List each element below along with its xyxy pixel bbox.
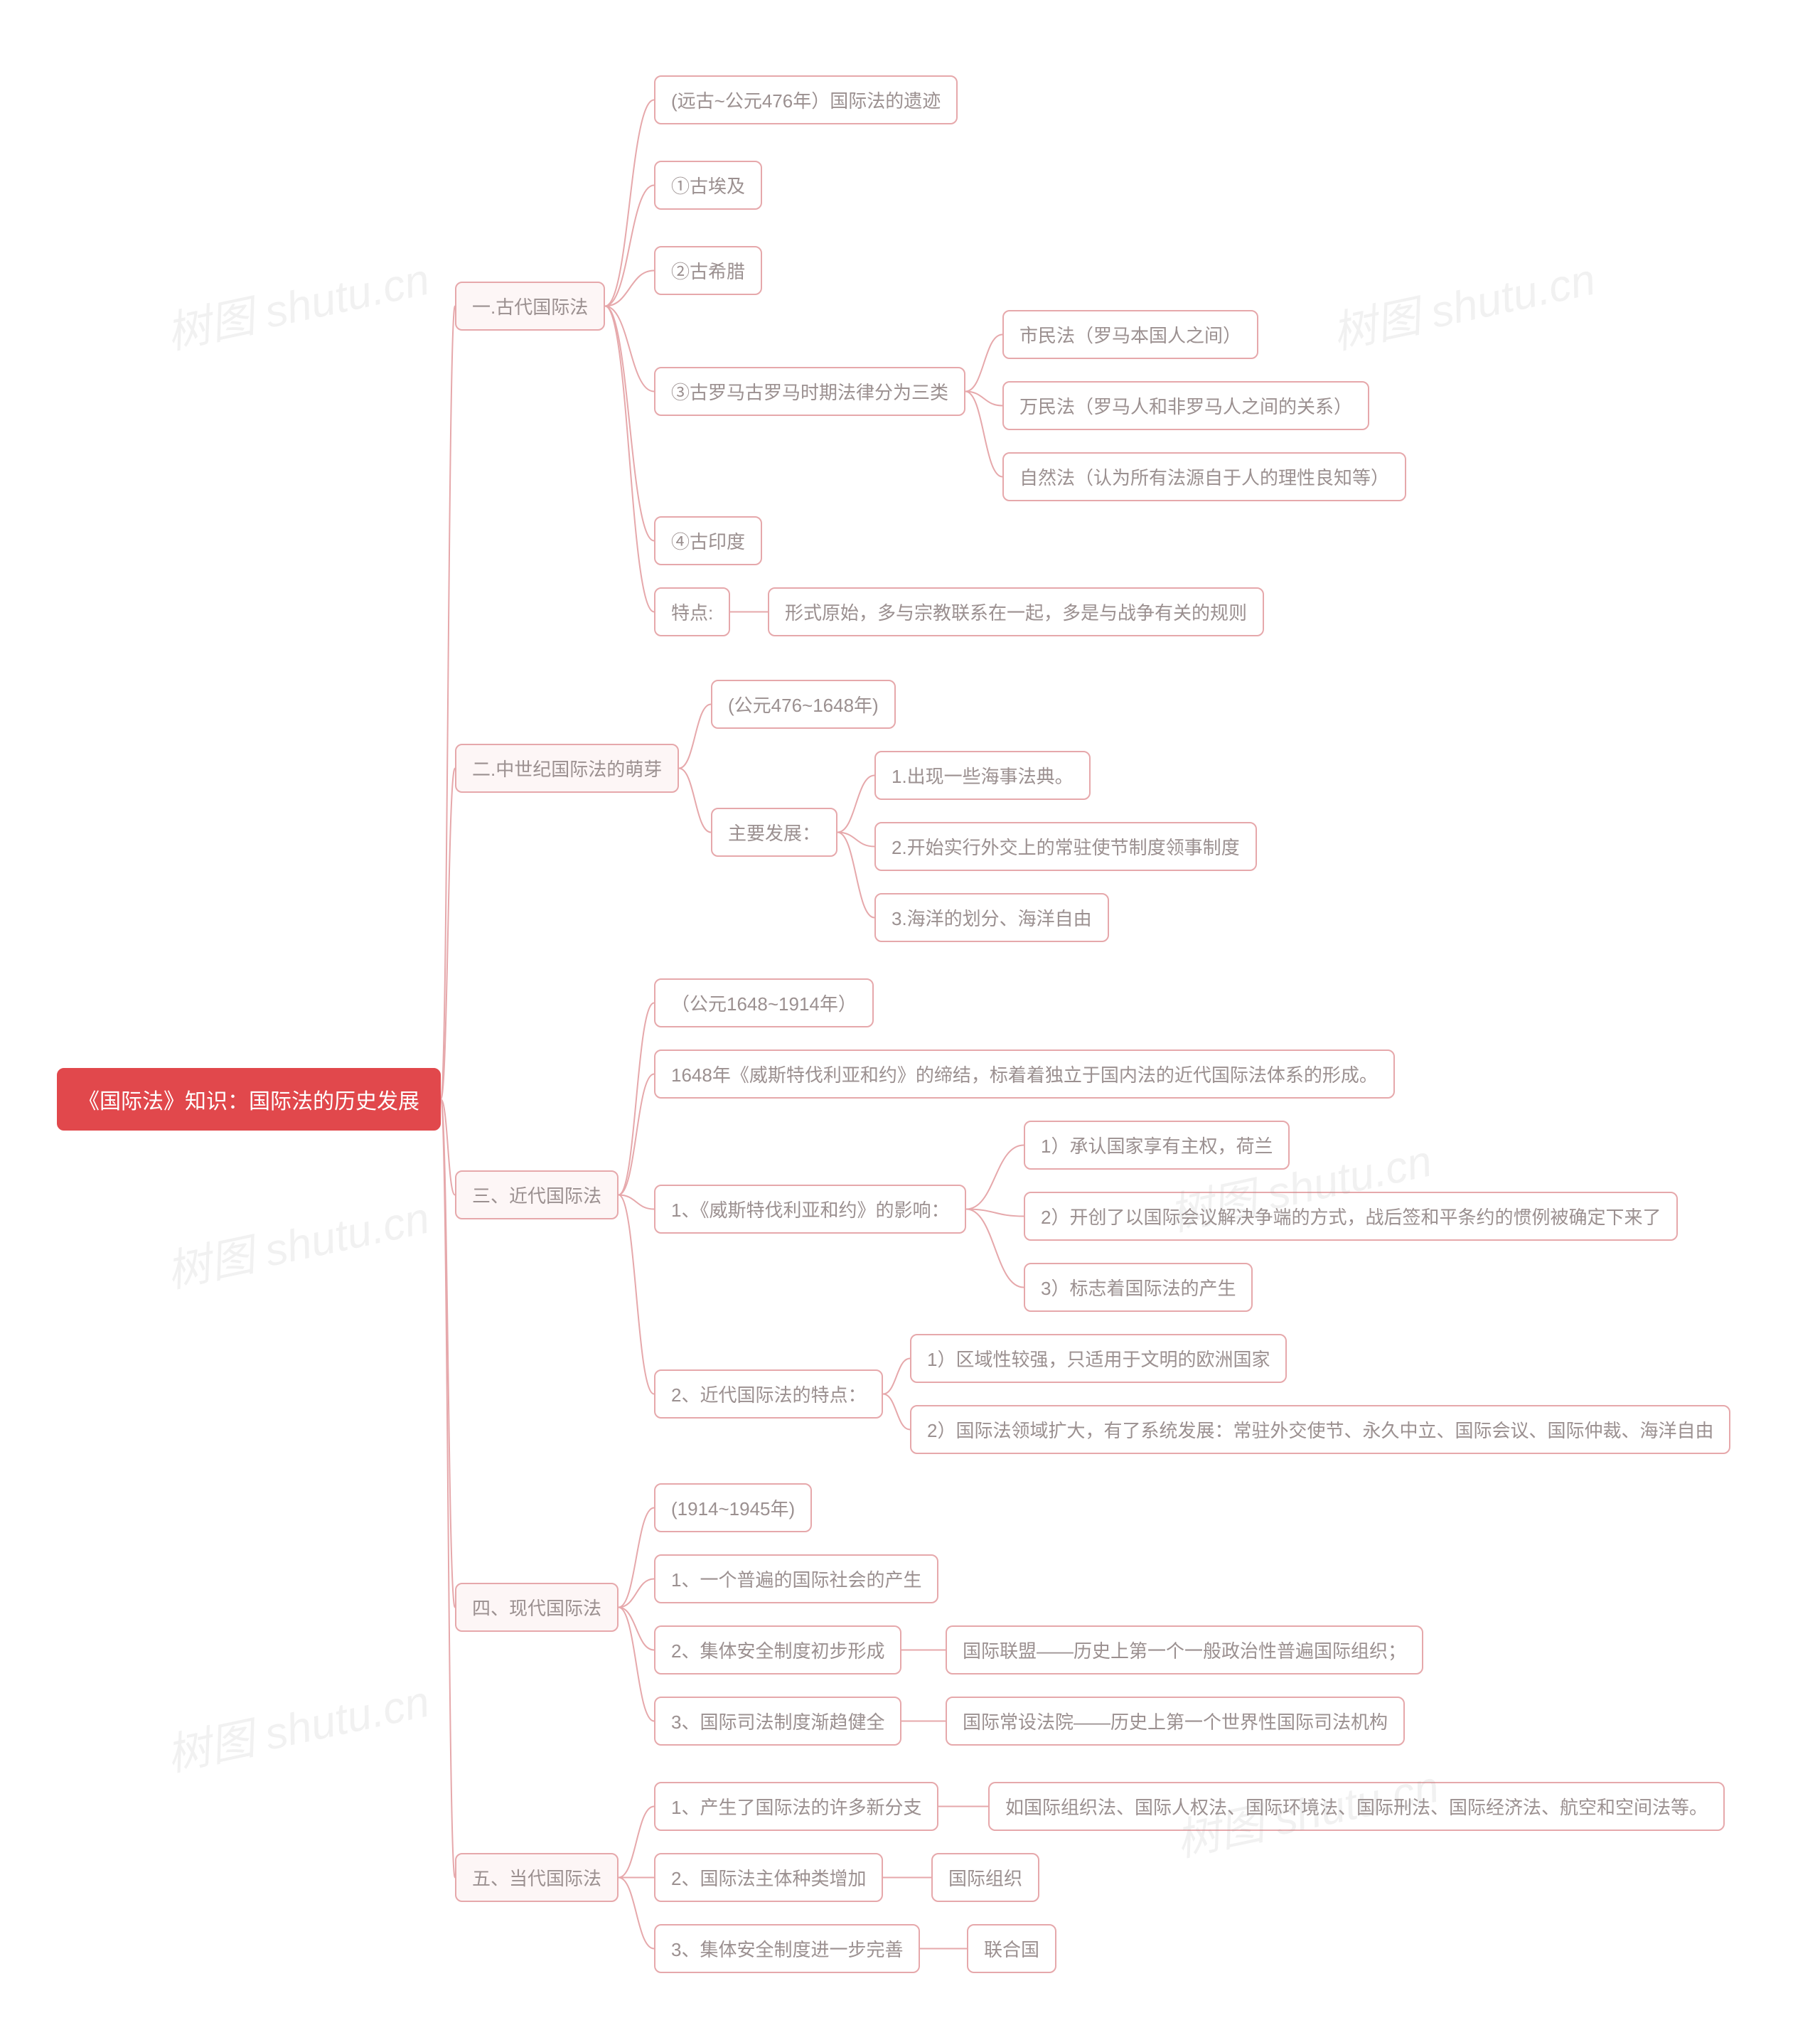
mindmap-node[interactable]: 1）承认国家享有主权，荷兰 xyxy=(1024,1121,1290,1170)
mindmap-node[interactable]: 2）国际法领域扩大，有了系统发展：常驻外交使节、永久中立、国际会议、国际仲裁、海… xyxy=(910,1405,1730,1454)
mindmap-node[interactable]: 联合国 xyxy=(967,1924,1056,1973)
mindmap-node[interactable]: 3、国际司法制度渐趋健全 xyxy=(654,1697,901,1746)
mindmap-node[interactable]: 三、近代国际法 xyxy=(455,1170,619,1219)
mindmap-node[interactable]: 3.海洋的划分、海洋自由 xyxy=(874,893,1109,942)
mindmap-link xyxy=(966,1145,1024,1209)
mindmap-node[interactable]: 特点: xyxy=(654,587,730,636)
mindmap-node[interactable]: （公元1648~1914年） xyxy=(654,978,874,1027)
mindmap-link xyxy=(679,705,711,769)
mindmap-node[interactable]: 1、一个普遍的国际社会的产生 xyxy=(654,1554,938,1603)
mindmap-node[interactable]: 1）区域性较强，只适用于文明的欧洲国家 xyxy=(910,1334,1287,1383)
mindmap-node[interactable]: ③古罗马古罗马时期法律分为三类 xyxy=(654,367,965,416)
mindmap-link xyxy=(619,1074,654,1195)
mindmap-link xyxy=(837,776,874,833)
mindmap-link xyxy=(965,392,1002,406)
mindmap-node[interactable]: (1914~1945年) xyxy=(654,1483,812,1532)
mindmap-link xyxy=(883,1359,910,1394)
mindmap-link xyxy=(605,306,654,392)
mindmap-node[interactable]: 形式原始，多与宗教联系在一起，多是与战争有关的规则 xyxy=(768,587,1264,636)
watermark: 树图 shutu.cn xyxy=(160,1665,434,1783)
mindmap-node[interactable]: (远古~公元476年）国际法的遗迹 xyxy=(654,75,958,124)
mindmap-link xyxy=(605,100,654,306)
mindmap-node[interactable]: 四、现代国际法 xyxy=(455,1583,619,1632)
mindmap-node[interactable]: 1、《威斯特伐利亚和约》的影响： xyxy=(654,1185,966,1234)
mindmap-link xyxy=(441,769,455,1100)
mindmap-node[interactable]: 五、当代国际法 xyxy=(455,1853,619,1902)
mindmap-node[interactable]: ②古希腊 xyxy=(654,246,762,295)
mindmap-link xyxy=(619,1508,654,1608)
mindmap-node[interactable]: 国际组织 xyxy=(931,1853,1039,1902)
mindmap-node[interactable]: 国际常设法院——历史上第一个世界性国际司法机构 xyxy=(946,1697,1405,1746)
mindmap-node[interactable]: 2、集体安全制度初步形成 xyxy=(654,1625,901,1675)
mindmap-link xyxy=(837,833,874,918)
mindmap-link xyxy=(965,335,1002,392)
mindmap-node[interactable]: ①古埃及 xyxy=(654,161,762,210)
mindmap-node[interactable]: 1.出现一些海事法典。 xyxy=(874,751,1091,800)
mindmap-node[interactable]: 如国际组织法、国际人权法、国际环境法、国际刑法、国际经济法、航空和空间法等。 xyxy=(988,1782,1725,1831)
mindmap-link xyxy=(619,1579,654,1608)
mindmap-link xyxy=(679,769,711,833)
mindmap-link xyxy=(605,306,654,541)
mindmap-node[interactable]: 主要发展： xyxy=(711,808,837,857)
link-layer xyxy=(0,0,1820,2035)
mindmap-link xyxy=(619,1608,654,1650)
mindmap-link xyxy=(619,1878,654,1949)
mindmap-node[interactable]: 2、国际法主体种类增加 xyxy=(654,1853,883,1902)
mindmap-node[interactable]: 1、产生了国际法的许多新分支 xyxy=(654,1782,938,1831)
mindmap-node[interactable]: ④古印度 xyxy=(654,516,762,565)
mindmap-link xyxy=(837,833,874,847)
mindmap-node[interactable]: 1648年《威斯特伐利亚和约》的缔结，标着着独立于国内法的近代国际法体系的形成。 xyxy=(654,1049,1395,1099)
mindmap-node[interactable]: 《国际法》知识：国际法的历史发展 xyxy=(57,1068,441,1131)
mindmap-link xyxy=(605,186,654,306)
mindmap-node[interactable]: 国际联盟——历史上第一个一般政治性普遍国际组织； xyxy=(946,1625,1423,1675)
mindmap-link xyxy=(441,306,455,1100)
mindmap-node[interactable]: (公元476~1648年) xyxy=(711,680,896,729)
mindmap-node[interactable]: 3、集体安全制度进一步完善 xyxy=(654,1924,920,1973)
mindmap-link xyxy=(966,1209,1024,1217)
mindmap-node[interactable]: 2）开创了以国际会议解决争端的方式，战后签和平条约的惯例被确定下来了 xyxy=(1024,1192,1678,1241)
mindmap-node[interactable]: 自然法（认为所有法源自于人的理性良知等） xyxy=(1002,452,1406,501)
mindmap-node[interactable]: 2.开始实行外交上的常驻使节制度领事制度 xyxy=(874,822,1257,871)
mindmap-link xyxy=(619,1195,654,1394)
mindmap-canvas: 《国际法》知识：国际法的历史发展 一.古代国际法 (远古~公元476年）国际法的遗迹… xyxy=(0,0,1820,2035)
mindmap-node[interactable]: 万民法（罗马人和非罗马人之间的关系） xyxy=(1002,381,1369,430)
mindmap-link xyxy=(966,1209,1024,1288)
mindmap-link xyxy=(605,306,654,612)
mindmap-link xyxy=(619,1608,654,1721)
watermark: 树图 shutu.cn xyxy=(1326,243,1600,361)
mindmap-node[interactable]: 二.中世纪国际法的萌芽 xyxy=(455,744,679,793)
watermark: 树图 shutu.cn xyxy=(160,243,434,361)
mindmap-node[interactable]: 一.古代国际法 xyxy=(455,282,605,331)
mindmap-link xyxy=(605,271,654,306)
mindmap-link xyxy=(441,1099,455,1878)
mindmap-node[interactable]: 2、近代国际法的特点： xyxy=(654,1369,883,1419)
watermark: 树图 shutu.cn xyxy=(160,1182,434,1300)
mindmap-node[interactable]: 3）标志着国际法的产生 xyxy=(1024,1263,1253,1312)
mindmap-link xyxy=(619,1195,654,1209)
mindmap-link xyxy=(883,1394,910,1430)
mindmap-link xyxy=(619,1003,654,1195)
mindmap-link xyxy=(965,392,1002,477)
mindmap-node[interactable]: 市民法（罗马本国人之间） xyxy=(1002,310,1258,359)
mindmap-link xyxy=(619,1807,654,1878)
mindmap-link xyxy=(441,1099,455,1608)
mindmap-link xyxy=(441,1099,455,1195)
